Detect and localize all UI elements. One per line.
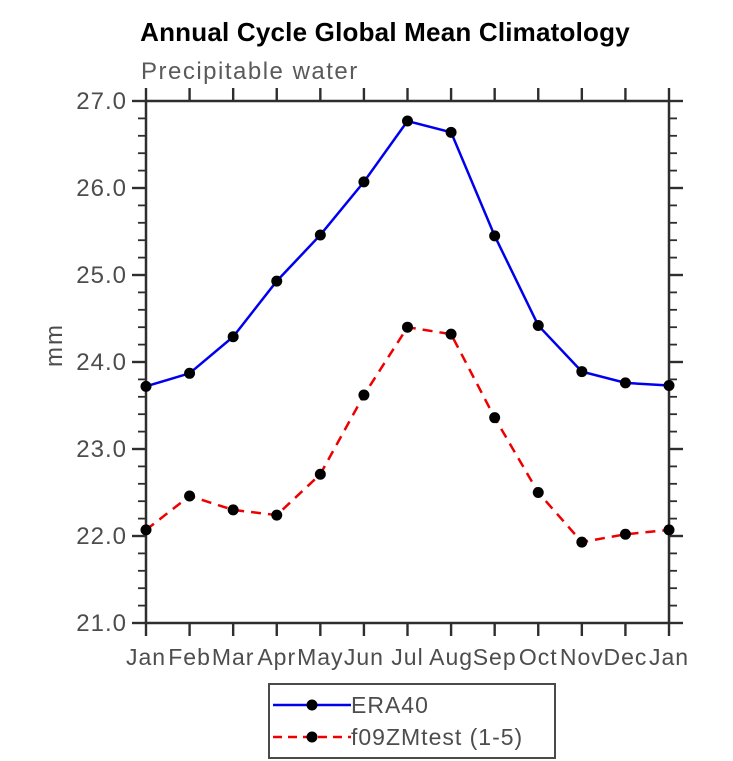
series-line-1 <box>145 325 670 544</box>
series-marker-1 <box>576 536 588 548</box>
legend-label-f09zmtest: f09ZMtest (1-5) <box>351 723 524 750</box>
series-marker-1 <box>184 490 196 502</box>
series-marker-1 <box>619 528 631 540</box>
x-tick-label: Aug <box>429 644 473 670</box>
series-marker-0 <box>489 230 501 242</box>
y-tick-label: 23.0 <box>76 436 127 463</box>
series-marker-1 <box>358 389 370 401</box>
series-marker-0 <box>576 366 588 378</box>
y-tick-label: 24.0 <box>76 349 127 376</box>
series-marker-1 <box>445 328 457 340</box>
legend-marker <box>306 731 318 743</box>
x-tick-label: Jan <box>649 644 689 670</box>
series-marker-0 <box>140 380 152 392</box>
x-tick-label: Mar <box>212 644 255 670</box>
x-tick-label: Jun <box>344 644 384 670</box>
series-marker-0 <box>402 115 413 127</box>
y-tick-label: 27.0 <box>76 88 127 115</box>
x-tick-label: Nov <box>560 644 604 670</box>
chart-title: Annual Cycle Global Mean Climatology <box>140 17 630 47</box>
series-marker-1 <box>271 509 283 521</box>
x-tick-label: Feb <box>168 644 211 670</box>
x-tick-label: Jul <box>391 644 423 670</box>
x-tick-label: Dec <box>603 644 647 670</box>
x-tick-label: Jan <box>126 644 166 670</box>
x-tick-label: Sep <box>473 644 517 670</box>
series-marker-0 <box>314 229 326 241</box>
series-marker-0 <box>184 367 196 379</box>
legend-marker <box>306 699 318 711</box>
y-tick-label: 22.0 <box>76 523 127 550</box>
series-marker-0 <box>445 126 457 138</box>
y-tick-label: 26.0 <box>76 175 127 202</box>
series-marker-0 <box>663 379 675 391</box>
series-marker-0 <box>619 377 631 389</box>
series-marker-1 <box>227 504 239 516</box>
legend-label-era40: ERA40 <box>351 691 429 718</box>
chart-subtitle: Precipitable water <box>141 58 359 85</box>
series-marker-0 <box>227 331 239 343</box>
x-tick-label: Apr <box>257 644 296 670</box>
legend-item-era40: ERA40 <box>273 693 554 717</box>
y-tick-label: 25.0 <box>76 262 127 289</box>
x-tick-label: Oct <box>519 644 558 670</box>
era40-line-swatch <box>273 699 351 711</box>
plot-frame <box>144 99 671 625</box>
series-marker-1 <box>663 524 675 536</box>
series-marker-0 <box>532 319 544 331</box>
series-marker-0 <box>271 275 283 287</box>
f09zmtest-line-swatch <box>273 731 351 743</box>
chart-legend: ERA40 f09ZMtest (1-5) <box>268 683 556 759</box>
y-axis-label: mm <box>41 323 68 367</box>
series-marker-0 <box>358 176 370 188</box>
x-tick-label: May <box>297 644 343 670</box>
legend-item-f09zmtest: f09ZMtest (1-5) <box>273 725 554 749</box>
series-marker-1 <box>314 468 326 480</box>
series-line-0 <box>145 119 670 388</box>
series-marker-1 <box>489 412 501 424</box>
y-tick-label: 21.0 <box>76 610 127 637</box>
series-marker-1 <box>402 321 413 333</box>
series-marker-1 <box>140 524 152 536</box>
series-marker-1 <box>532 487 544 498</box>
